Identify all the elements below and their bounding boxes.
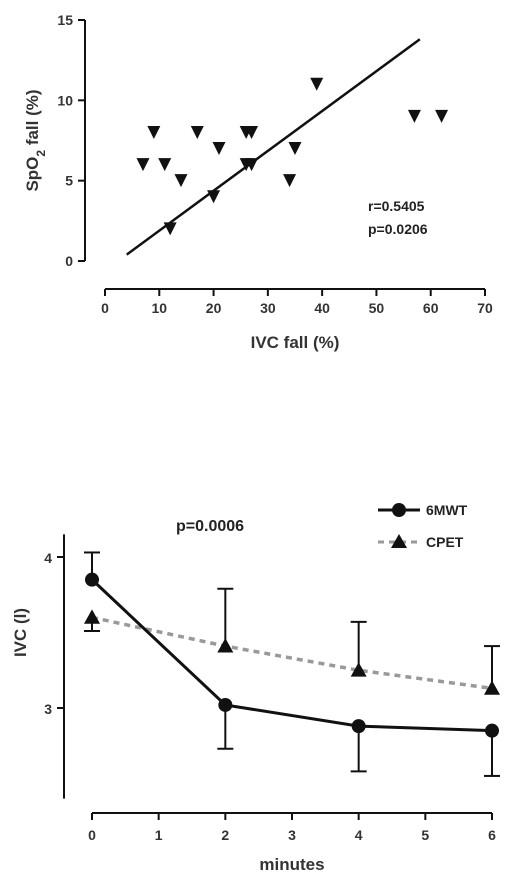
scatter-x-tick-label: 70 [477, 300, 493, 316]
data-point-6MWT [218, 697, 233, 712]
legend: 6MWT CPET [378, 502, 468, 550]
scatter-point [288, 142, 302, 156]
data-point-6MWT [485, 723, 499, 738]
scatter-x-tick-label: 60 [423, 300, 439, 316]
scatter-point [158, 158, 172, 172]
line-y-tick-label: 4 [44, 550, 52, 566]
scatter-point [212, 142, 226, 156]
scatter-y-tick-label: 0 [65, 253, 73, 269]
data-point-CPET [484, 680, 500, 695]
scatter-x-tick-label: 40 [314, 300, 330, 316]
series-line-6MWT [90, 578, 493, 733]
data-point-CPET [217, 638, 234, 653]
scatter-y-tick-label: 10 [57, 92, 73, 108]
scatter-y-tick-label: 15 [57, 12, 73, 28]
data-point-CPET [84, 609, 100, 624]
data-point-6MWT [351, 719, 366, 734]
data-point-6MWT [85, 572, 99, 587]
legend-label-6MWT: 6MWT [426, 502, 468, 518]
legend-marker-CPET [391, 534, 407, 548]
line-x-tick-label: 4 [355, 827, 363, 843]
line-x-tick-label: 2 [221, 827, 229, 843]
scatter-point [174, 174, 188, 188]
scatter-y-axis-label: SpO2 fall (%) [23, 89, 48, 191]
line-chart: 3 4 0 1 2 3 4 5 6 minutes IVC (l) p=0.0006 6MWT C… [11, 502, 500, 874]
scatter-point [136, 158, 150, 172]
scatter-point [435, 109, 449, 123]
scatter-chart: 0 5 10 15 0 10 20 30 40 50 60 70 IVC fall (%) SpO2 … [23, 12, 493, 352]
line-x-tick-label: 1 [155, 827, 163, 843]
scatter-point [190, 125, 204, 139]
scatter-ticks: 0 5 10 15 0 10 20 30 40 50 60 70 [57, 12, 493, 316]
scatter-x-tick-label: 20 [206, 300, 222, 316]
scatter-point [147, 125, 161, 139]
line-x-tick-label: 3 [288, 827, 296, 843]
line-axes [63, 534, 492, 814]
scatter-point [310, 77, 324, 91]
scatter-axes [84, 20, 485, 290]
line-series [84, 551, 500, 777]
data-point-CPET [350, 662, 367, 677]
scatter-x-tick-label: 50 [369, 300, 385, 316]
correlation-p-label: p=0.0206 [368, 221, 428, 237]
line-y-axis-label: IVC (l) [11, 608, 30, 657]
line-p-value-label: p=0.0006 [176, 518, 244, 535]
line-y-tick-label: 3 [44, 701, 52, 717]
series-line-CPET [91, 615, 493, 691]
legend-marker-6MWT [392, 503, 406, 517]
scatter-y-tick-label: 5 [65, 173, 73, 189]
scatter-x-tick-label: 0 [101, 300, 109, 316]
scatter-x-tick-label: 10 [151, 300, 167, 316]
scatter-point [283, 174, 297, 188]
scatter-x-tick-label: 30 [260, 300, 276, 316]
correlation-r-label: r=0.5405 [368, 198, 425, 214]
scatter-x-axis-label: IVC fall (%) [251, 333, 340, 352]
line-x-tick-label: 6 [488, 827, 496, 843]
line-ticks: 3 4 0 1 2 3 4 5 6 [44, 550, 496, 843]
line-x-tick-label: 5 [421, 827, 429, 843]
legend-label-CPET: CPET [426, 534, 464, 550]
line-x-axis-label: minutes [259, 855, 324, 874]
scatter-point [407, 109, 421, 123]
scatter-point [245, 125, 259, 139]
regression-line [125, 38, 421, 256]
scatter-point [163, 222, 177, 236]
line-x-tick-label: 0 [88, 827, 96, 843]
